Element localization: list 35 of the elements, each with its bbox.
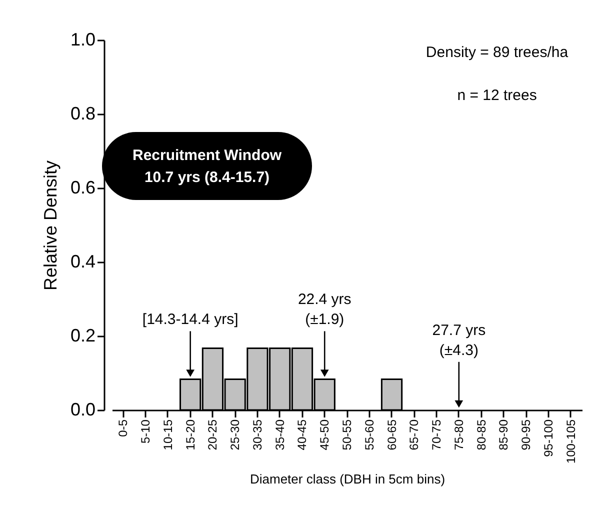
x-axis-title: Diameter class (DBH in 5cm bins) [250, 472, 446, 487]
x-tick-label: 20-25 [206, 419, 220, 450]
y-tick-label: 0.2 [70, 326, 96, 346]
annotation: Density = 89 trees/ha [426, 44, 569, 61]
annotation: n = 12 trees [457, 87, 537, 104]
y-tick-label: 0.8 [70, 104, 96, 124]
y-tick-label: 1.0 [70, 30, 96, 50]
x-tick-label: 55-60 [362, 419, 376, 450]
x-tick-label: 100-105 [564, 419, 578, 464]
annotation: [14.3-14.4 yrs] [142, 311, 238, 328]
x-tick-label: 25-30 [228, 419, 242, 450]
y-tick-label: 0.6 [70, 178, 96, 198]
x-tick-label: 75-80 [452, 419, 466, 450]
annotation: 22.4 yrs (±1.9) [298, 291, 352, 328]
x-tick-label: 10-15 [160, 419, 175, 450]
y-tick-label: 0.4 [70, 252, 96, 272]
x-tick-label: 35-40 [272, 419, 287, 450]
x-tick-label: 15-20 [183, 419, 198, 450]
x-tick-label: 70-75 [430, 419, 444, 450]
annotation: 27.7 yrs (±4.3) [432, 322, 486, 359]
x-tick-label: 80-85 [474, 419, 488, 450]
x-tick-label: 30-35 [250, 419, 264, 450]
y-axis-title: Relative Density [40, 160, 60, 291]
x-tick-label: 65-70 [407, 419, 422, 450]
x-tick-label: 50-55 [340, 419, 354, 450]
x-tick-label: 85-90 [496, 419, 511, 450]
x-tick-label: 60-65 [384, 419, 399, 450]
x-tick-label: 45-50 [318, 419, 332, 450]
x-tick-label: 40-45 [295, 419, 310, 450]
x-tick-label: 5-10 [138, 419, 153, 444]
annotation: Recruitment Window 10.7 yrs (8.4-15.7) [132, 147, 282, 186]
x-tick-label: 0-5 [116, 419, 130, 437]
x-tick-label: 90-95 [519, 419, 534, 450]
x-tick-label: 95-100 [541, 419, 556, 457]
y-tick-label: 0.0 [70, 400, 96, 420]
